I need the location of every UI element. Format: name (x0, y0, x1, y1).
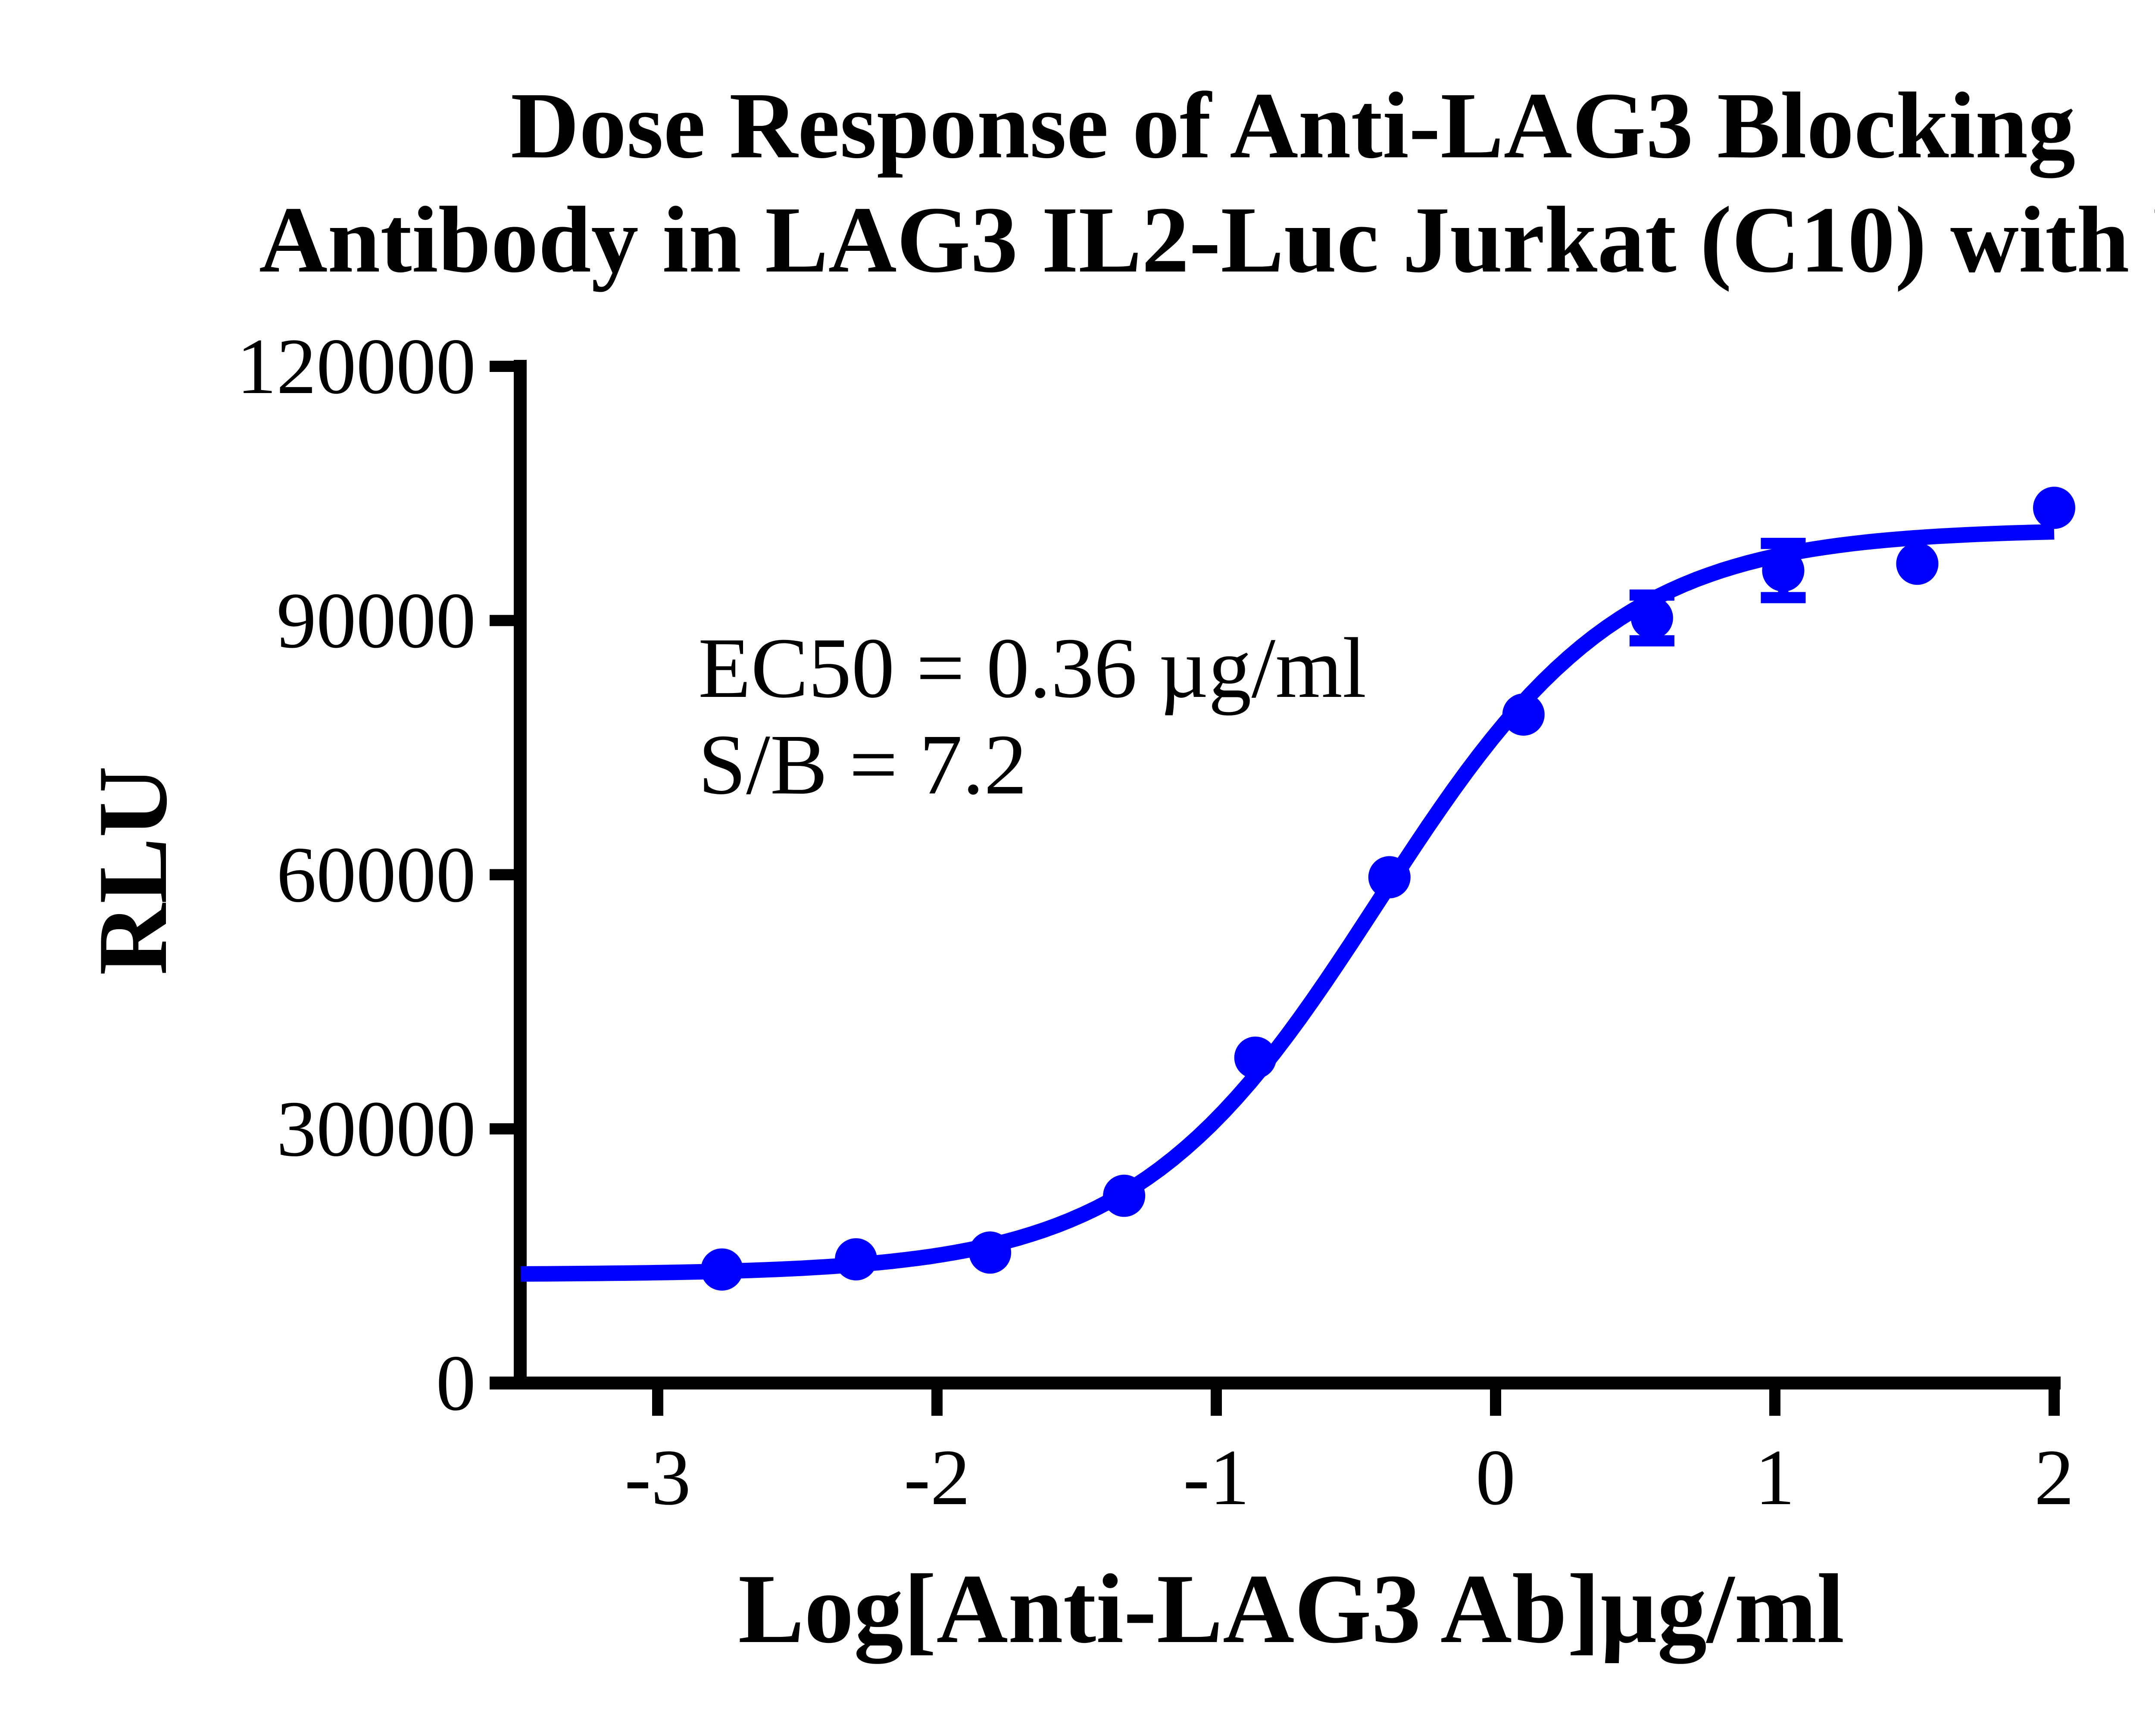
y-tick-label: 120000 (237, 322, 476, 411)
data-point (969, 1231, 1012, 1274)
y-axis-tick-labels: 0 30000 60000 90000 120000 (237, 322, 476, 1427)
y-axis-title: RLU (78, 766, 187, 975)
data-points (701, 487, 2075, 1291)
data-point (1630, 596, 1673, 639)
x-tick-label: 0 (1476, 1433, 1516, 1522)
axes (490, 360, 2061, 1416)
data-point (835, 1238, 878, 1280)
data-point (1896, 543, 1939, 585)
annotation-sb: S/B = 7.2 (698, 717, 1027, 812)
data-point (701, 1248, 743, 1291)
chart-title-line1: Dose Response of Anti-LAG3 Blocking (511, 73, 2075, 178)
data-point (1368, 856, 1411, 899)
data-point (1502, 693, 1545, 736)
chart-title-line2: Antibody in LAG3 IL2-Luc Jurkat (C10) wi… (259, 187, 2155, 292)
x-tick-label: 1 (1755, 1433, 1795, 1522)
x-axis-title: Log[Anti-LAG3 Ab]µg/ml (738, 1554, 1845, 1664)
data-point (1762, 549, 1805, 592)
annotation-ec50: EC50 = 0.36 µg/ml (698, 621, 1366, 716)
x-tick-label: -1 (1183, 1433, 1249, 1522)
fit-curve (521, 524, 2055, 1282)
x-tick-label: 2 (2034, 1433, 2074, 1522)
y-tick-label: 30000 (277, 1085, 476, 1173)
y-tick-label: 0 (436, 1339, 476, 1427)
data-point (2033, 487, 2075, 529)
x-axis-tick-labels: -3 -2 -1 0 1 2 (625, 1433, 2074, 1522)
y-axis-ticks (490, 361, 520, 1389)
x-tick-label: -3 (625, 1433, 691, 1522)
data-point (1103, 1174, 1146, 1217)
x-tick-label: -2 (904, 1433, 970, 1522)
y-tick-label: 60000 (277, 831, 476, 919)
data-point (1234, 1037, 1277, 1079)
y-tick-label: 90000 (277, 577, 476, 665)
x-axis-ticks (652, 1383, 2060, 1416)
